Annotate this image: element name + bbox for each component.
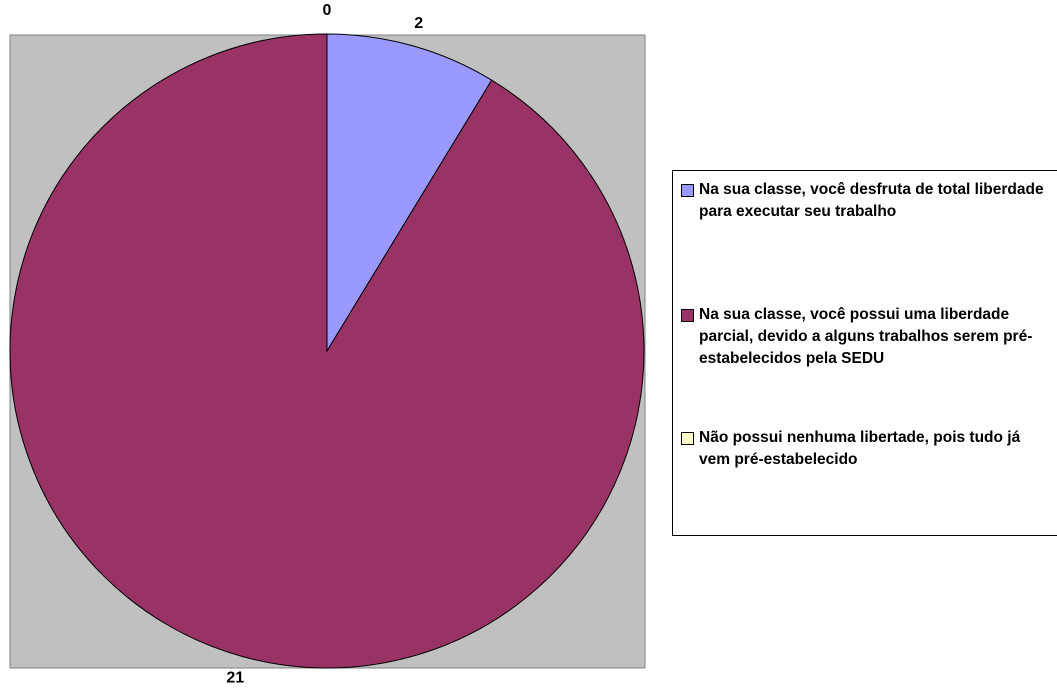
legend-swatch bbox=[681, 432, 694, 445]
legend-entry: Não possui nenhuma libertade, pois tudo … bbox=[681, 427, 1051, 471]
data-label: 2 bbox=[414, 15, 423, 32]
legend-label: Não possui nenhuma libertade, pois tudo … bbox=[699, 429, 1021, 468]
legend-entry: Na sua classe, você desfruta de total li… bbox=[681, 179, 1051, 223]
legend-swatch bbox=[681, 184, 694, 197]
pie-slice bbox=[326, 33, 493, 353]
legend-entry: Na sua classe, você possui uma liberdade… bbox=[681, 304, 1051, 370]
legend: Na sua classe, você desfruta de total li… bbox=[672, 170, 1057, 536]
data-label: 21 bbox=[226, 670, 244, 687]
legend-swatch bbox=[681, 309, 694, 322]
legend-label: Na sua classe, você possui uma liberdade… bbox=[699, 306, 1033, 367]
legend-label: Na sua classe, você desfruta de total li… bbox=[699, 181, 1044, 220]
data-label: 0 bbox=[323, 2, 332, 19]
